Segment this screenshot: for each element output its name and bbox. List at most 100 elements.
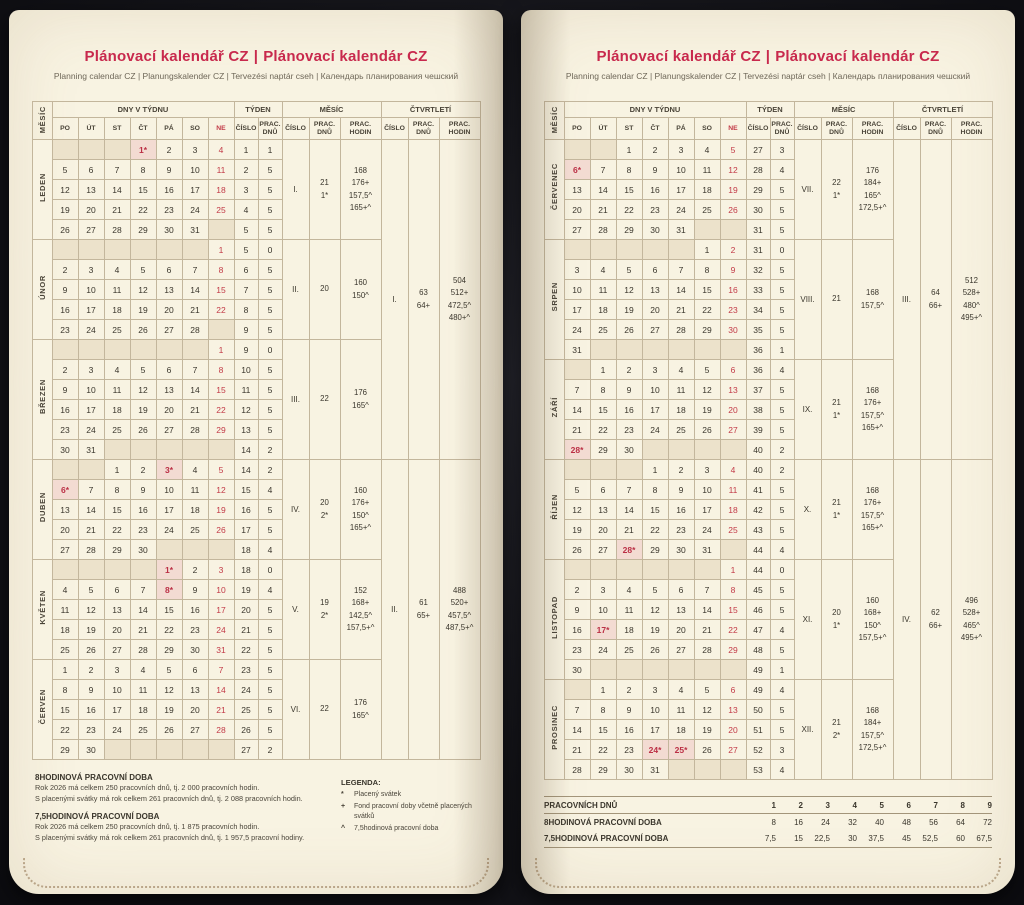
empty-day-cell — [589, 659, 617, 680]
quarter-workdays: 62 66+ — [921, 607, 950, 631]
day-header-4: ČT — [641, 117, 669, 140]
day-cell: 24 — [563, 319, 591, 340]
week-workdays-cell: 0 — [257, 239, 283, 260]
week-row: 16 17* 18 19 20 21 22 47 4 — [544, 619, 992, 640]
day-cell: 20 — [719, 399, 747, 420]
week-row: 13 14 15 16 17 18 19 29 5 — [544, 179, 992, 200]
week-row: LEDEN 1* 2 3 4 1 1 I. 21 1* 168 176+ 157,5^ 165+^ I. 63… — [31, 139, 481, 460]
day-cell: 7 — [181, 259, 209, 280]
day-cell: 15 — [207, 279, 235, 300]
day-cell: 9 — [129, 479, 157, 500]
empty-day-cell — [641, 659, 669, 680]
day-cell: 20 — [641, 299, 669, 320]
day-cell: 29 — [207, 419, 235, 440]
day-cell: 17 — [667, 179, 695, 200]
week-number-cell: 26 — [233, 719, 259, 740]
working-days-value: 22,5 — [803, 830, 830, 848]
month-label-text: ČERVENEC — [549, 163, 559, 211]
month-label-text: LISTOPAD — [549, 595, 559, 639]
month-number-cell: XI. — [793, 559, 822, 680]
week-row: 27 28 29 30 18 4 — [32, 539, 480, 560]
quarter-workdays: 63 64+ — [409, 287, 438, 311]
month-workhours-value: 160 — [353, 278, 367, 288]
day-cell: 10 — [207, 579, 235, 600]
month-number-cell: III. — [281, 339, 310, 460]
day-cell: 14 — [563, 719, 591, 740]
month-label-text: ÚNOR — [37, 274, 47, 300]
working-days-value: 48 — [902, 817, 911, 827]
week-row: 13 14 15 16 17 18 19 16 5 — [32, 499, 480, 520]
month-workdays-cell: 19 2* — [308, 559, 341, 660]
holiday-cell: 6* — [51, 479, 79, 500]
holiday-cell: 28* — [563, 439, 591, 460]
empty-day-cell — [155, 339, 183, 360]
empty-day-cell — [719, 439, 747, 460]
quarter-group-header: ČTVRTLETÍ — [892, 101, 993, 118]
day-cell: 27 — [181, 719, 209, 740]
holiday-cell: 6* — [563, 159, 591, 180]
month-workdays: 21 1* — [822, 397, 851, 421]
page-title: Plánovací kalendář CZ | Plánovací kalendár… — [9, 48, 503, 65]
month-workdays-value: 20 — [320, 498, 329, 508]
day-cell: 5 — [615, 259, 643, 280]
day-cell: 24 — [181, 199, 209, 220]
empty-day-cell — [589, 459, 617, 480]
working-days-row: 8HODINOVÁ PRACOVNÍ DOBA 8 16 24 32 40 48 56 64 72 — [544, 814, 992, 831]
quarter-workdays-header: PRAC. DNŮ — [919, 117, 952, 140]
day-cell: 29 — [589, 439, 617, 460]
empty-day-cell — [77, 339, 105, 360]
day-cell: 14 — [207, 679, 235, 700]
month-workhours-value: 168 — [865, 288, 879, 298]
empty-day-cell — [181, 439, 209, 460]
day-cell: 26 — [51, 219, 79, 240]
week-number-cell: 44 — [745, 559, 771, 580]
month-number-cell: VI. — [281, 659, 310, 760]
month-label: LISTOPAD — [543, 559, 565, 680]
month-workhours-header: PRAC. HODIN — [339, 117, 382, 140]
empty-day-cell — [589, 239, 617, 260]
day-cell: 3 — [693, 459, 721, 480]
week-number-header: ČÍSLO — [745, 117, 771, 140]
planning-table-head: MĚSÍC DNY V TÝDNU TÝDEN MĚSÍC ČTVRTLETÍ PO ÚT S… — [543, 101, 993, 140]
month-workhours: 176 184+ 165^ 172,5+^ — [853, 165, 892, 213]
empty-day-cell — [77, 459, 105, 480]
month-workdays: 21 — [822, 293, 851, 305]
day-cell: 17 — [207, 599, 235, 620]
day-cell: 7 — [693, 579, 721, 600]
working-days-value: 64 — [956, 817, 965, 827]
day-cell: 25 — [181, 519, 209, 540]
week-row: 7 8 9 10 11 12 13 37 5 — [544, 379, 992, 400]
empty-day-cell — [719, 339, 747, 360]
month-workhours: 168 176+ 157,5^ 165+^ — [341, 165, 380, 213]
day-header-6: SO — [181, 117, 209, 140]
day-cell: 9 — [77, 679, 105, 700]
week-row: 31 36 1 — [544, 339, 992, 360]
day-header-1: PO — [51, 117, 79, 140]
day-cell: 20 — [719, 719, 747, 740]
empty-day-cell — [51, 339, 79, 360]
day-cell: 2 — [181, 559, 209, 580]
day-cell: 22 — [207, 299, 235, 320]
week-workdays-cell: 0 — [769, 239, 795, 260]
empty-day-cell — [129, 439, 157, 460]
day-cell: 11 — [667, 699, 695, 720]
week-number-cell: 33 — [745, 279, 771, 300]
planning-table-jul-dec: MĚSÍC DNY V TÝDNU TÝDEN MĚSÍC ČTVRTLETÍ PO ÚT S… — [543, 101, 993, 780]
day-cell: 27 — [77, 219, 105, 240]
day-cell: 1 — [693, 239, 721, 260]
day-cell: 22 — [641, 519, 669, 540]
day-cell: 14 — [615, 499, 643, 520]
day-cell: 13 — [719, 699, 747, 720]
week-number-cell: 21 — [233, 619, 259, 640]
empty-day-cell — [155, 439, 183, 460]
month-workhours-value: 176+ — [351, 498, 370, 508]
day-cell: 8 — [589, 379, 617, 400]
working-days-value: 56 — [929, 817, 938, 827]
quarter-workhours-value: 496 — [964, 596, 978, 606]
empty-day-cell — [77, 139, 105, 160]
day-cell: 9 — [181, 579, 209, 600]
day-cell: 30 — [641, 219, 669, 240]
day-cell: 4 — [615, 579, 643, 600]
quarter-workhours-value: 488 — [452, 586, 466, 596]
